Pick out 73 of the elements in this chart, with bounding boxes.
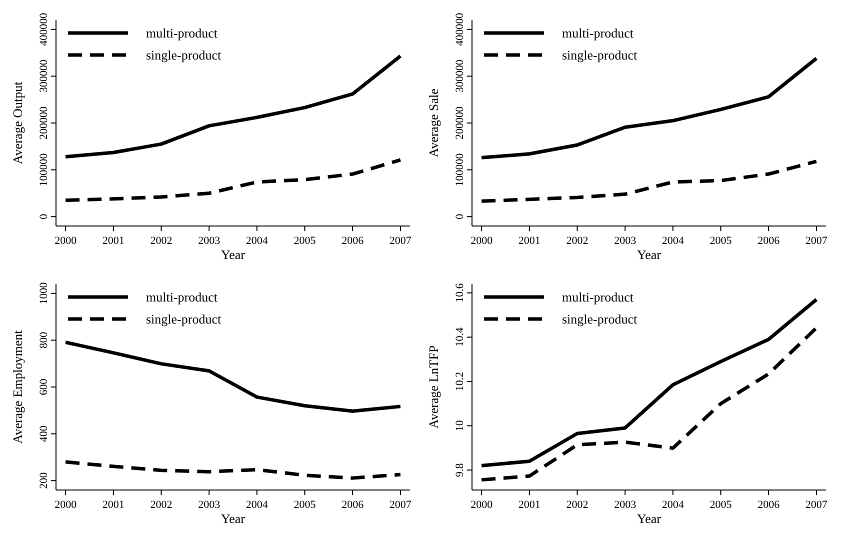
x-tick-label: 2000 — [54, 499, 78, 511]
legend-label: single-product — [146, 48, 222, 62]
y-tick-label: 400 — [38, 425, 50, 442]
x-tick-label: 2000 — [54, 235, 78, 247]
y-tick-label: 800 — [38, 331, 50, 348]
y-tick-label: 400000 — [454, 12, 466, 46]
x-tick-label: 2007 — [805, 499, 828, 511]
y-tick-label: 200 — [38, 472, 50, 489]
x-tick-label: 2006 — [342, 235, 364, 247]
x-tick-label: 2007 — [805, 235, 828, 247]
x-tick-label: 2004 — [246, 499, 268, 511]
x-tick-label: 2002 — [150, 499, 172, 511]
x-tick-label: 2005 — [294, 499, 316, 511]
x-tick-label: 2005 — [710, 235, 732, 247]
y-tick-label: 0 — [38, 213, 50, 220]
x-axis-title: Year — [637, 511, 662, 526]
x-tick-label: 2004 — [246, 235, 268, 247]
x-tick-label: 2005 — [294, 235, 316, 247]
x-tick-label: 2000 — [470, 499, 494, 511]
x-tick-label: 2004 — [662, 499, 684, 511]
x-axis-title: Year — [637, 247, 662, 262]
x-tick-label: 2007 — [389, 499, 412, 511]
y-axis-title: Average Employment — [10, 330, 25, 444]
y-axis-title: Average Sale — [426, 88, 441, 158]
x-tick-label: 2001 — [102, 235, 124, 247]
x-tick-label: 2005 — [710, 499, 732, 511]
y-tick-label: 9.8 — [454, 462, 466, 477]
y-tick-label: 100000 — [38, 152, 50, 186]
y-tick-label: 400000 — [38, 12, 50, 46]
y-tick-label: 100000 — [454, 152, 466, 186]
y-tick-label: 300000 — [454, 59, 466, 93]
x-tick-label: 2003 — [198, 499, 221, 511]
line-series — [64, 340, 402, 413]
line-series — [480, 160, 818, 203]
y-tick-label: 1000 — [38, 282, 50, 304]
x-tick-label: 2003 — [614, 235, 637, 247]
legend-label: single-product — [562, 312, 638, 326]
x-tick-label: 2003 — [198, 235, 221, 247]
x-tick-label: 2000 — [470, 235, 494, 247]
y-tick-label: 10 — [454, 420, 466, 432]
legend-label: multi-product — [146, 290, 218, 304]
y-tick-label: 10.6 — [454, 282, 466, 302]
y-tick-label: 10.2 — [454, 372, 466, 392]
y-tick-label: 10.4 — [454, 327, 466, 347]
x-tick-label: 2006 — [758, 235, 780, 247]
x-tick-label: 2006 — [342, 499, 364, 511]
legend-label: multi-product — [146, 26, 218, 40]
x-axis-title: Year — [221, 247, 246, 262]
y-axis-title: Average LnTFP — [426, 345, 441, 429]
x-tick-label: 2004 — [662, 235, 684, 247]
x-tick-label: 2002 — [566, 235, 588, 247]
x-tick-label: 2001 — [518, 499, 540, 511]
legend-label: single-product — [146, 312, 222, 326]
x-tick-label: 2001 — [102, 499, 124, 511]
y-tick-label: 200000 — [454, 106, 466, 140]
legend-label: single-product — [562, 48, 638, 62]
y-tick-label: 0 — [454, 213, 466, 220]
y-tick-label: 600 — [38, 378, 50, 396]
line-series — [64, 460, 402, 480]
y-tick-label: 300000 — [38, 59, 50, 93]
legend-label: multi-product — [562, 290, 634, 304]
x-tick-label: 2003 — [614, 499, 637, 511]
x-tick-label: 2007 — [389, 235, 412, 247]
x-tick-label: 2006 — [758, 499, 780, 511]
x-tick-label: 2002 — [566, 499, 588, 511]
x-tick-label: 2002 — [150, 235, 172, 247]
line-series — [64, 158, 402, 202]
y-tick-label: 200000 — [38, 106, 50, 140]
y-axis-title: Average Output — [10, 81, 25, 164]
line-series — [480, 326, 818, 482]
x-axis-title: Year — [221, 511, 246, 526]
legend-label: multi-product — [562, 26, 634, 40]
x-tick-label: 2001 — [518, 235, 540, 247]
